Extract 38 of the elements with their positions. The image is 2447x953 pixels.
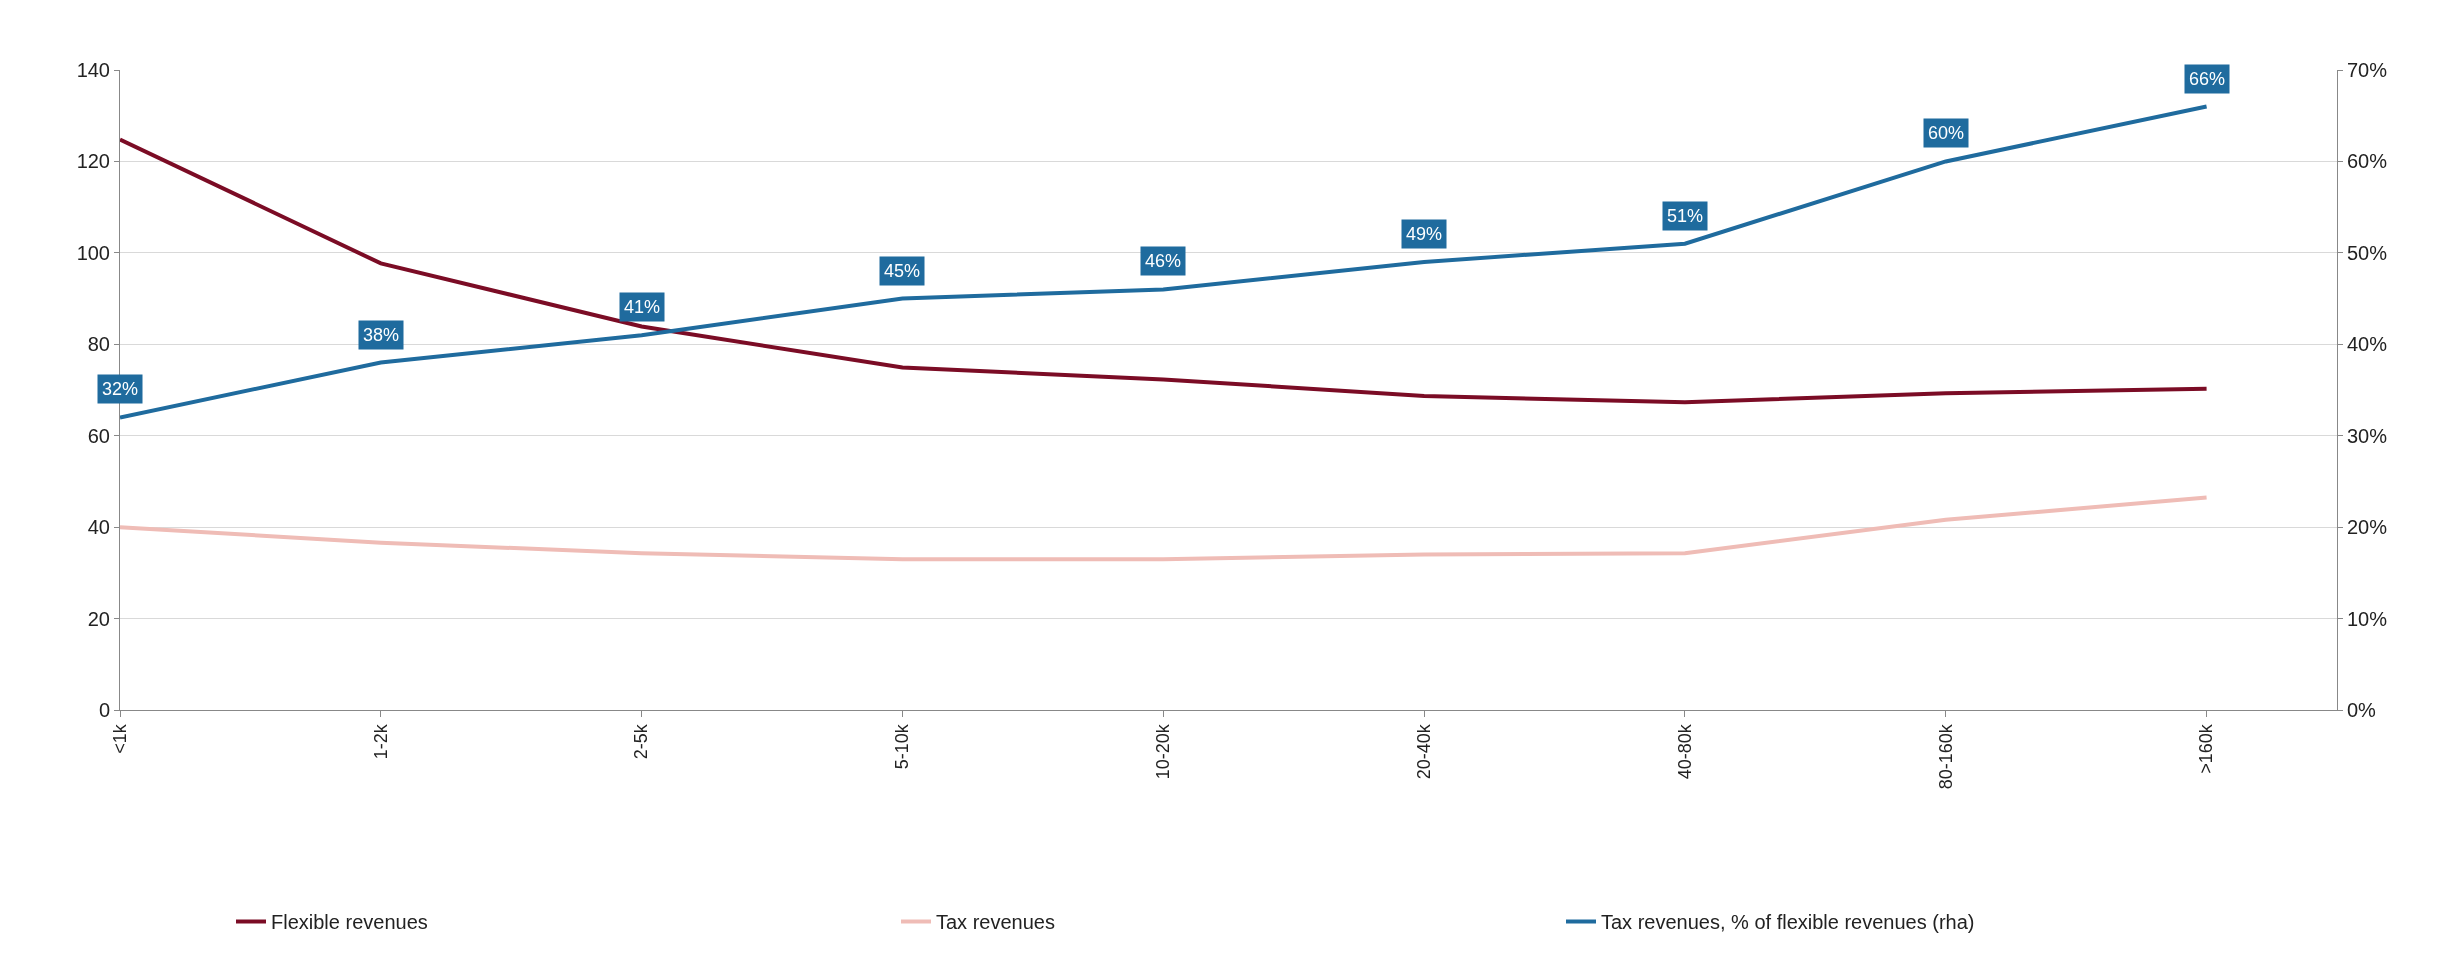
x-tick-label: 20-40k (1413, 723, 1434, 780)
x-tick-label: >160k (2196, 723, 2217, 774)
data-label: 51% (1667, 206, 1704, 226)
y-tick-label: 0 (98, 699, 110, 721)
y-tick-label: 20 (87, 607, 110, 630)
y2-tick-label: 20% (2347, 516, 2388, 539)
data-label: 46% (1145, 251, 1182, 271)
y2-tick-label: 0% (2347, 699, 2377, 721)
y2-tick-label: 50% (2347, 241, 2388, 264)
y2-tick-label: 30% (2347, 424, 2388, 447)
x-tick-label: 80-160k (1935, 723, 1956, 790)
data-label: 41% (624, 297, 661, 317)
data-label: 60% (1928, 123, 1965, 143)
y-tick-label: 140 (76, 59, 110, 81)
data-label: 32% (102, 379, 139, 399)
x-tick-label: 2-5k (631, 723, 652, 760)
y-tick-label: 100 (76, 241, 110, 264)
data-label: 45% (884, 261, 921, 281)
x-tick-label: 40-80k (1674, 723, 1695, 780)
y-tick-label: 40 (87, 516, 110, 539)
data-label: 38% (363, 325, 400, 345)
legend-label: Tax revenues (936, 911, 1055, 934)
y2-tick-label: 40% (2347, 333, 2388, 356)
y-tick-label: 120 (76, 150, 110, 173)
line-series (120, 495, 2209, 562)
y-tick-label: 60 (87, 424, 110, 447)
data-label: 49% (1406, 224, 1443, 244)
x-tick-label: 1-2k (370, 723, 391, 760)
x-tick-label: <1k (109, 723, 130, 754)
legend-label: Tax revenues, % of flexible revenues (rha) (1601, 911, 1975, 934)
x-tick-label: 10-20k (1153, 723, 1174, 780)
legend-label: Flexible revenues (271, 911, 428, 934)
data-label: 66% (2189, 69, 2226, 89)
y2-tick-label: 10% (2347, 607, 2388, 630)
y-tick-label: 80 (87, 333, 110, 356)
y2-tick-label: 60% (2347, 150, 2388, 173)
x-tick-label: 5-10k (892, 723, 913, 770)
y2-tick-label: 70% (2347, 59, 2388, 81)
